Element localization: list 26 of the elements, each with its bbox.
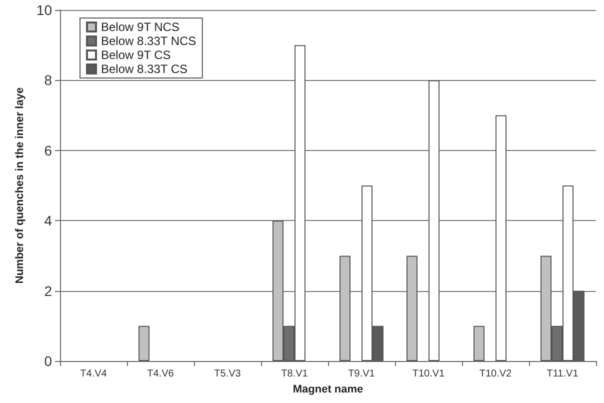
bar xyxy=(428,80,440,361)
x-tick-label: T10.V1 xyxy=(412,368,446,380)
legend-label: Below 8.33T CS xyxy=(101,62,188,76)
bar xyxy=(406,256,418,361)
x-tick-label: T5.V3 xyxy=(214,368,242,380)
y-tick-label: 10 xyxy=(36,2,52,18)
x-axis-title: Magnet name xyxy=(292,383,364,396)
legend-label: Below 9T CS xyxy=(101,48,171,62)
x-tick-label: T11.V1 xyxy=(546,368,579,380)
y-tick-label: 6 xyxy=(44,142,52,158)
legend-label: Below 8.33T NCS xyxy=(101,34,196,48)
y-axis-title: Number of quenches in the inner laye xyxy=(14,87,26,284)
y-tick-label: 2 xyxy=(44,282,52,299)
x-tick-label: T8.V1 xyxy=(281,368,308,380)
x-tick-label: T4.V6 xyxy=(147,368,174,380)
y-tick-label: 8 xyxy=(44,72,52,88)
bar xyxy=(496,115,506,361)
x-tick-label: T4.V4 xyxy=(80,368,108,380)
bar xyxy=(340,256,350,361)
x-tick-label: T9.V1 xyxy=(348,368,376,380)
y-tick-label: 4 xyxy=(44,212,52,229)
bar xyxy=(138,326,150,361)
legend-label: Below 9T NCS xyxy=(101,20,180,34)
x-tick-label: T10.V2 xyxy=(479,368,512,380)
bar xyxy=(474,326,484,361)
y-tick-label: 0 xyxy=(44,353,52,369)
